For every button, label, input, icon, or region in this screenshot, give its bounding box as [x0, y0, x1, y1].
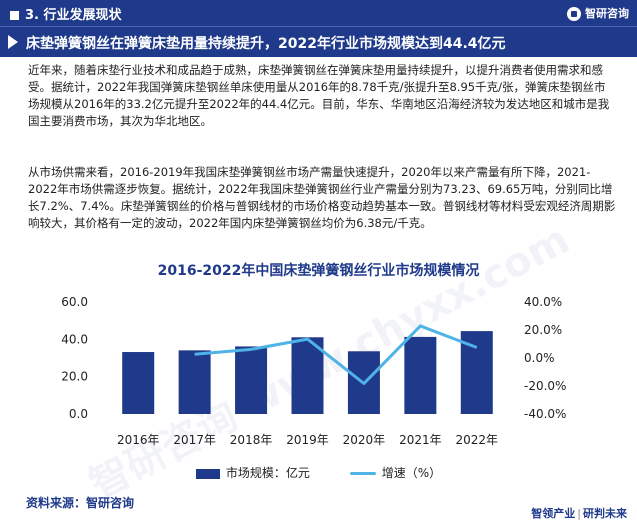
- bar-2016年: [122, 352, 155, 414]
- bar-2021年: [404, 336, 437, 414]
- growth-line: [194, 324, 478, 385]
- legend-line-swatch: [349, 472, 376, 475]
- brand-logo-icon: [567, 7, 581, 21]
- headline: 床垫弹簧钢丝在弹簧床垫用量持续提升，2022年行业市场规模达到44.4亿元: [26, 36, 506, 52]
- right-tick-label: 20.0%: [524, 323, 562, 337]
- right-tick-label: -20.0%: [524, 379, 566, 393]
- legend-item-line: 增速（%）: [349, 464, 441, 481]
- bar-2019年: [291, 337, 324, 414]
- headline-bar: 床垫弹簧钢丝在弹簧床垫用量持续提升，2022年行业市场规模达到44.4亿元: [0, 26, 637, 57]
- brand: 智研咨询: [567, 5, 629, 21]
- bar-line-chart: 0.0 20.0 40.0 60.0 -40.0% -20.0% 0.0% 20.0% 40.…: [61, 295, 566, 447]
- source-note: 资料来源：智研咨询: [26, 496, 135, 510]
- footer-brand: 智领产业 | 研判未来: [531, 507, 627, 520]
- x-axis-labels: 2016年 2017年 2018年 2019年 2020年 2021年 2022年: [117, 433, 498, 447]
- right-axis: -40.0% -20.0% 0.0% 20.0% 40.0%: [524, 295, 566, 421]
- left-tick-label: 60.0: [61, 295, 88, 309]
- x-tick-label: 2016年: [117, 433, 160, 447]
- x-tick-label: 2020年: [343, 433, 386, 447]
- right-tick-label: -40.0%: [524, 407, 566, 421]
- bars: [122, 331, 493, 414]
- chart-title: 2016-2022年中国床垫弹簧钢丝行业市场规模情况: [157, 263, 480, 279]
- left-axis: 0.0 20.0 40.0 60.0: [61, 295, 88, 421]
- bar-2017年: [178, 350, 211, 414]
- x-tick-label: 2021年: [399, 433, 442, 447]
- right-tick-label: 0.0%: [524, 351, 555, 365]
- legend-item-bar: 市场规模：亿元: [195, 464, 310, 481]
- left-tick-label: 0.0: [69, 407, 88, 421]
- legend: 市场规模：亿元 增速（%）: [0, 464, 637, 481]
- paragraph-1: 近年来，随着床垫行业技术和成品趋于成熟，床垫弹簧钢丝在弹簧床垫用量持续提升，以提…: [28, 63, 610, 128]
- bar-2018年: [235, 346, 268, 414]
- paragraph-2: 从市场供需来看，2016-2019年我国床垫弹簧钢丝市场产需量快速提升，2020…: [28, 165, 616, 230]
- section-square-icon: [10, 11, 19, 20]
- section-title: 3. 行业发展现状: [10, 4, 122, 23]
- x-tick-label: 2018年: [230, 433, 273, 447]
- legend-bar-swatch: [195, 468, 220, 479]
- left-tick-label: 20.0: [61, 370, 88, 384]
- right-tick-label: 40.0%: [524, 295, 562, 309]
- top-bar: 3. 行业发展现状 智研咨询: [0, 0, 637, 26]
- chevron-right-icon: [8, 35, 18, 49]
- x-tick-label: 2019年: [286, 433, 329, 447]
- left-tick-label: 40.0: [61, 332, 88, 346]
- x-tick-label: 2022年: [456, 433, 499, 447]
- x-tick-label: 2017年: [173, 433, 216, 447]
- growth-line-path: [194, 324, 478, 385]
